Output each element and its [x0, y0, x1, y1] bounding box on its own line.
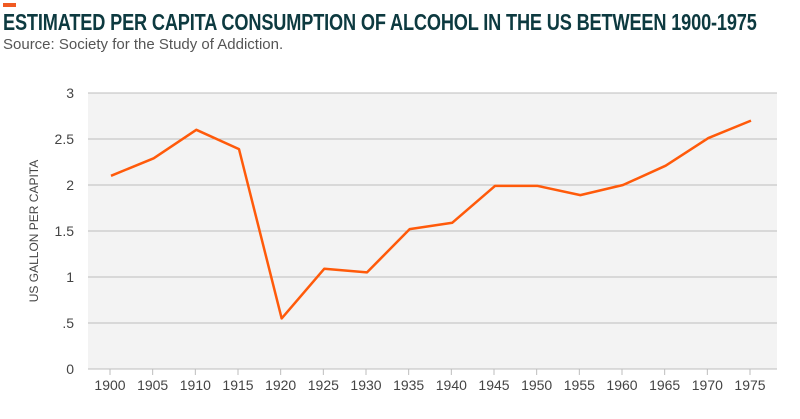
x-tick-label: 1935 — [393, 377, 424, 393]
series — [110, 119, 752, 320]
x-tick-label: 1940 — [436, 377, 467, 393]
x-tick-label: 1975 — [734, 377, 765, 393]
chart-subtitle: Source: Society for the Study of Addicti… — [3, 36, 284, 53]
y-tick-label: 0 — [66, 361, 74, 377]
x-tick-label: 1950 — [521, 377, 552, 393]
y-tick-label: 1 — [66, 269, 74, 285]
chart-title: ESTIMATED PER CAPITA CONSUMPTION OF ALCO… — [3, 9, 757, 35]
x-axis-ticks: 1900 1905 1910 1915 1920 1925 1930 1935 1940 1945… — [94, 369, 766, 393]
x-tick-label: 1945 — [478, 377, 509, 393]
x-tick-label: 1915 — [222, 377, 253, 393]
x-tick-label: 1965 — [649, 377, 680, 393]
x-tick-label: 1920 — [265, 377, 296, 393]
x-tick-label: 1955 — [564, 377, 595, 393]
y-tick-label: 2.5 — [55, 131, 75, 147]
y-tick-label: 1.5 — [55, 223, 75, 239]
x-tick-label: 1970 — [692, 377, 723, 393]
x-tick-label: 1910 — [180, 377, 211, 393]
x-tick-label: 1900 — [94, 377, 125, 393]
series-line — [110, 119, 752, 320]
x-tick-label: 1960 — [606, 377, 637, 393]
y-tick-label: .5 — [62, 315, 74, 331]
y-axis-label: US GALLON PER CAPITA — [27, 160, 41, 302]
y-tick-label: 3 — [66, 85, 74, 101]
x-tick-label: 1930 — [350, 377, 381, 393]
y-axis-ticks: 0 .5 1 1.5 2 2.5 3 — [55, 85, 75, 377]
accent-bar — [3, 3, 16, 7]
x-tick-label: 1925 — [308, 377, 339, 393]
y-tick-label: 2 — [66, 177, 74, 193]
x-tick-label: 1905 — [137, 377, 168, 393]
gridlines — [88, 92, 777, 370]
